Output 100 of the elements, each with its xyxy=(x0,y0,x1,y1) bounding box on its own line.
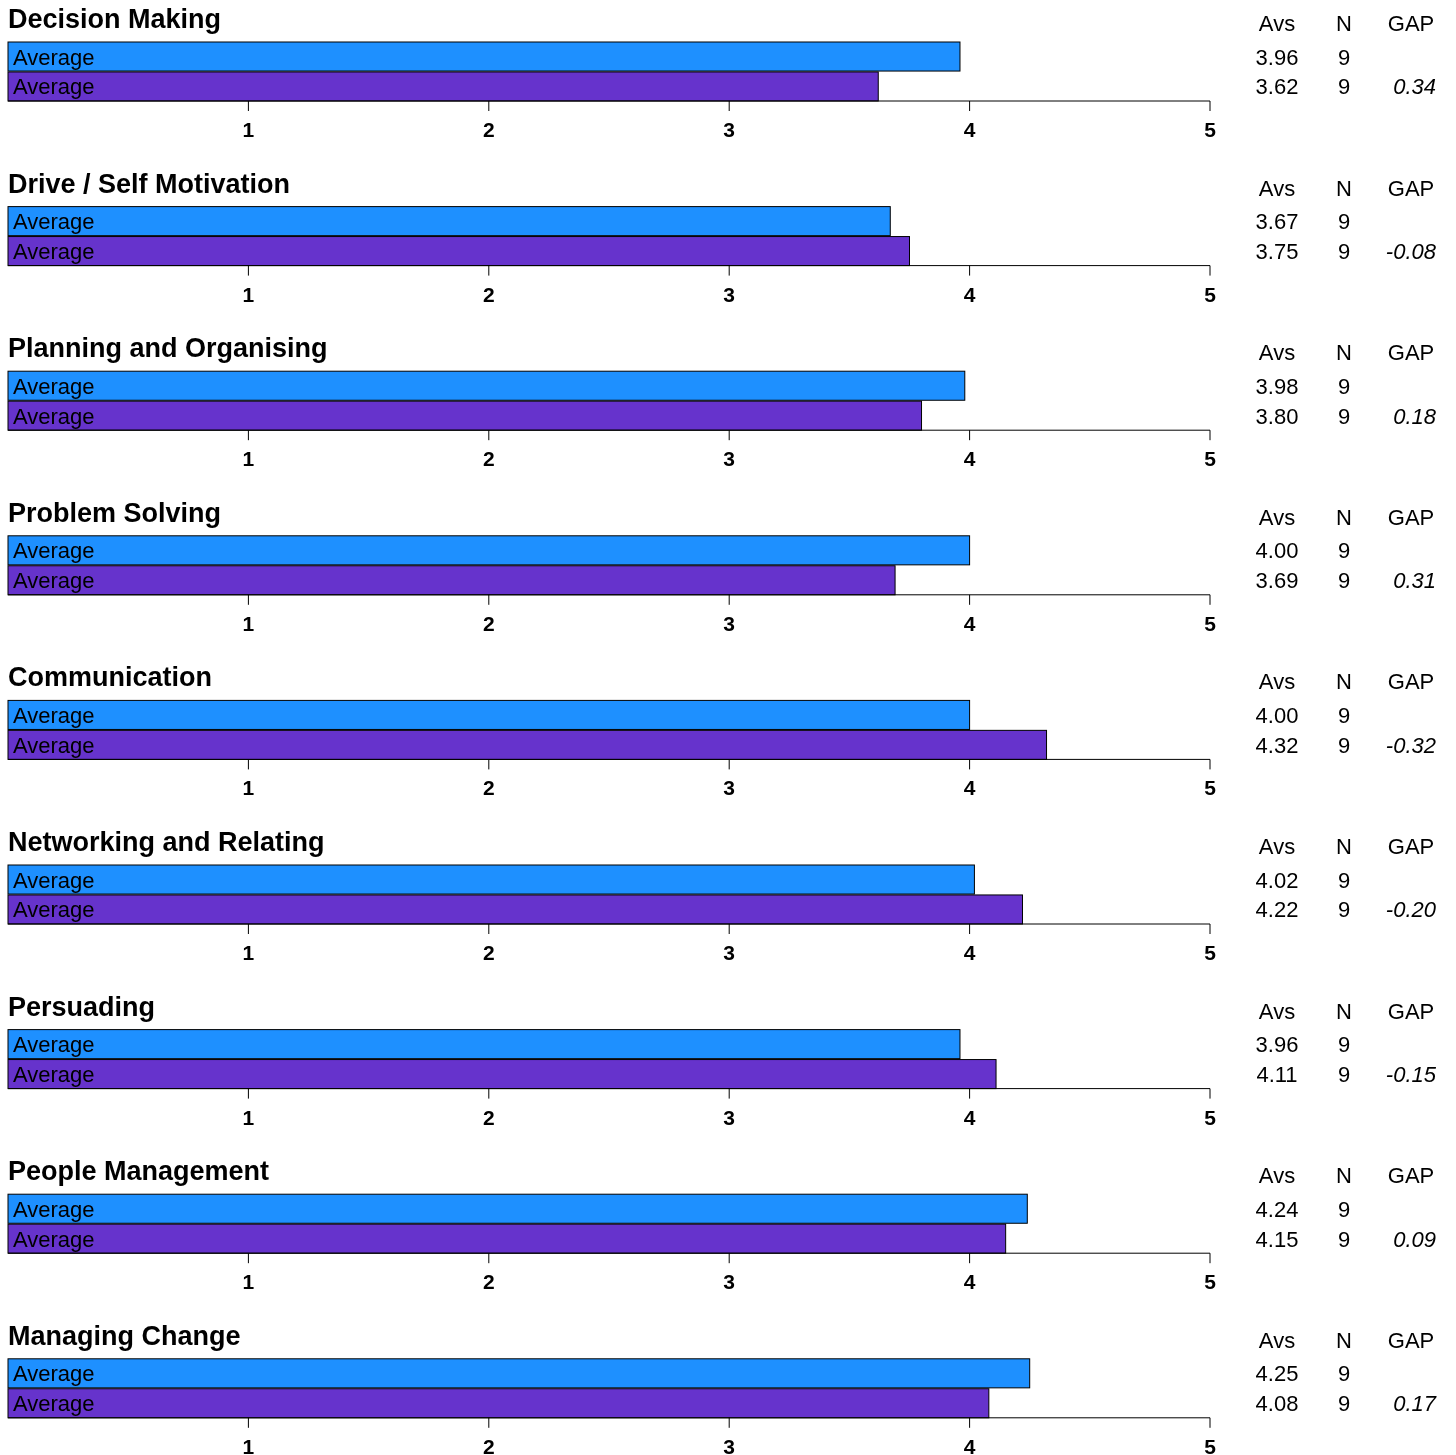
text: N xyxy=(1336,175,1352,201)
data-label: 3.96 xyxy=(1255,44,1299,70)
x-tick-label: 2 xyxy=(482,941,495,964)
text: GAP xyxy=(1387,1163,1435,1189)
text: Avs xyxy=(1258,998,1296,1024)
y-tick-label: Average xyxy=(13,239,95,265)
text: 9 xyxy=(1337,1032,1351,1058)
x-tick-label: 5 xyxy=(1204,1270,1217,1294)
x-tick-label: 2 xyxy=(482,447,495,471)
y-tick-label: Average xyxy=(13,1196,95,1222)
y-tick-label: Average xyxy=(13,702,95,728)
chart-title: Planning and Organising xyxy=(8,333,328,364)
data-label: 4.25 xyxy=(1255,1361,1299,1387)
text: GAP xyxy=(1387,834,1435,859)
x-tick-label: 3 xyxy=(723,282,736,306)
text: N xyxy=(1336,834,1352,859)
x-tick-label: 2 xyxy=(482,1434,495,1455)
data-label: 4.08 xyxy=(1255,1391,1299,1417)
y-tick-label: Average xyxy=(13,538,95,564)
text: 9 xyxy=(1337,897,1351,923)
x-tick-label: 2 xyxy=(482,1105,495,1129)
y-tick-label: Average xyxy=(13,373,95,399)
x-tick-label: 5 xyxy=(1204,118,1217,141)
text: 0.18 xyxy=(1393,403,1437,429)
x-tick-label: 1 xyxy=(242,118,255,141)
text: GAP xyxy=(1387,340,1435,366)
x-tick-label: 3 xyxy=(723,1434,736,1455)
text: 9 xyxy=(1337,1226,1351,1252)
text: N xyxy=(1336,998,1352,1024)
text: 9 xyxy=(1337,44,1351,70)
text: -0.20 xyxy=(1385,897,1437,923)
data-label: 4.32 xyxy=(1255,732,1299,758)
x-tick-label: 4 xyxy=(963,118,976,141)
text: 9 xyxy=(1337,1361,1351,1387)
x-tick-label: 4 xyxy=(963,1105,976,1129)
data-label: 4.11 xyxy=(1256,1062,1298,1088)
text: -0.08 xyxy=(1385,239,1437,265)
y-tick-label: Average xyxy=(13,867,95,893)
text: -0.32 xyxy=(1385,732,1436,758)
x-tick-label: 4 xyxy=(963,776,976,800)
y-tick-label: Average xyxy=(13,1361,95,1387)
x-tick-label: 5 xyxy=(1204,941,1217,964)
x-tick-label: 3 xyxy=(723,776,736,800)
text: GAP xyxy=(1387,504,1435,530)
text: 9 xyxy=(1337,373,1351,399)
y-tick-label: Average xyxy=(13,897,95,923)
x-tick-label: 3 xyxy=(723,447,736,471)
chart-title: Decision Making xyxy=(8,4,222,34)
chart-title: Networking and Relating xyxy=(8,827,325,857)
x-tick-label: 1 xyxy=(242,1434,255,1455)
text: N xyxy=(1336,11,1352,36)
text: 9 xyxy=(1337,239,1351,265)
data-label: 3.98 xyxy=(1255,373,1299,399)
x-tick-label: 5 xyxy=(1204,1105,1217,1129)
text: 9 xyxy=(1337,209,1351,235)
x-tick-label: 1 xyxy=(242,1105,255,1129)
x-tick-label: 1 xyxy=(242,941,255,964)
data-label: 4.15 xyxy=(1255,1226,1299,1252)
x-tick-label: 1 xyxy=(242,611,255,635)
text: 0.17 xyxy=(1393,1391,1437,1417)
text: Avs xyxy=(1258,1327,1296,1353)
x-tick-label: 5 xyxy=(1204,282,1217,306)
text: 0.34 xyxy=(1393,74,1436,100)
text: -0.15 xyxy=(1385,1062,1437,1088)
x-tick-label: 4 xyxy=(963,1270,976,1294)
x-tick-label: 3 xyxy=(723,611,736,635)
chart-title: People Management xyxy=(8,1156,270,1187)
text: GAP xyxy=(1387,1327,1435,1353)
chart-title: Communication xyxy=(8,662,213,693)
text: Avs xyxy=(1258,834,1296,859)
x-tick-label: 2 xyxy=(482,776,495,800)
text: GAP xyxy=(1387,998,1435,1024)
x-tick-label: 5 xyxy=(1204,776,1217,800)
text: 9 xyxy=(1337,1196,1351,1222)
x-tick-label: 5 xyxy=(1204,1434,1217,1455)
chart-title: Problem Solving xyxy=(8,497,222,528)
text: N xyxy=(1336,669,1352,695)
text: Avs xyxy=(1258,504,1296,530)
x-tick-label: 2 xyxy=(482,1270,495,1294)
text: N xyxy=(1336,1327,1352,1353)
x-tick-label: 3 xyxy=(723,118,736,141)
data-label: 4.02 xyxy=(1255,867,1299,893)
y-tick-label: Average xyxy=(13,568,95,594)
text: GAP xyxy=(1387,175,1435,201)
text: 9 xyxy=(1337,568,1351,594)
x-tick-label: 4 xyxy=(963,282,976,306)
x-tick-label: 1 xyxy=(242,776,255,800)
text: 9 xyxy=(1337,74,1351,100)
text: 9 xyxy=(1337,403,1351,429)
y-tick-label: Average xyxy=(13,1391,95,1417)
text: 0.09 xyxy=(1393,1226,1436,1252)
x-tick-label: 5 xyxy=(1204,447,1217,471)
data-label: 3.75 xyxy=(1255,239,1299,265)
x-tick-label: 2 xyxy=(482,282,495,306)
data-label: 3.80 xyxy=(1255,403,1299,429)
text: Avs xyxy=(1258,669,1296,695)
text: Avs xyxy=(1258,1163,1296,1189)
data-label: 4.00 xyxy=(1255,702,1299,728)
x-tick-label: 4 xyxy=(963,941,976,964)
x-tick-label: 4 xyxy=(963,1434,976,1455)
